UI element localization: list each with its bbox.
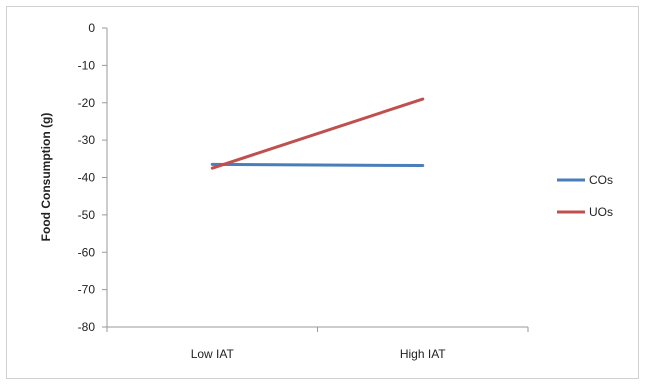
y-tick-label: -50 bbox=[78, 208, 96, 222]
series-line-uos bbox=[210, 97, 425, 170]
y-axis: 0 -10 -20 -30 -40 -50 -60 -70 -80 bbox=[78, 21, 108, 334]
x-tick-label: Low IAT bbox=[191, 347, 235, 361]
y-tick-label: -80 bbox=[78, 320, 96, 334]
y-tick-label: -60 bbox=[78, 245, 96, 259]
legend-label-cos: COs bbox=[589, 173, 613, 187]
y-tick-label: -70 bbox=[78, 283, 96, 297]
series-layer bbox=[210, 97, 425, 170]
legend: COs UOs bbox=[557, 173, 613, 219]
x-tick-label: High IAT bbox=[400, 347, 446, 361]
y-tick-label: -30 bbox=[78, 133, 96, 147]
x-axis: Low IAT High IAT bbox=[106, 326, 529, 361]
y-tick-label: -40 bbox=[78, 171, 96, 185]
y-tick-label: -10 bbox=[78, 58, 96, 72]
legend-label-uos: UOs bbox=[589, 205, 613, 219]
y-tick-label: -20 bbox=[78, 96, 96, 110]
series-line-cos bbox=[210, 162, 425, 168]
y-tick-label: 0 bbox=[88, 21, 95, 35]
chart-frame bbox=[6, 6, 639, 379]
y-axis-label: Food Consumption (g) bbox=[39, 113, 53, 242]
